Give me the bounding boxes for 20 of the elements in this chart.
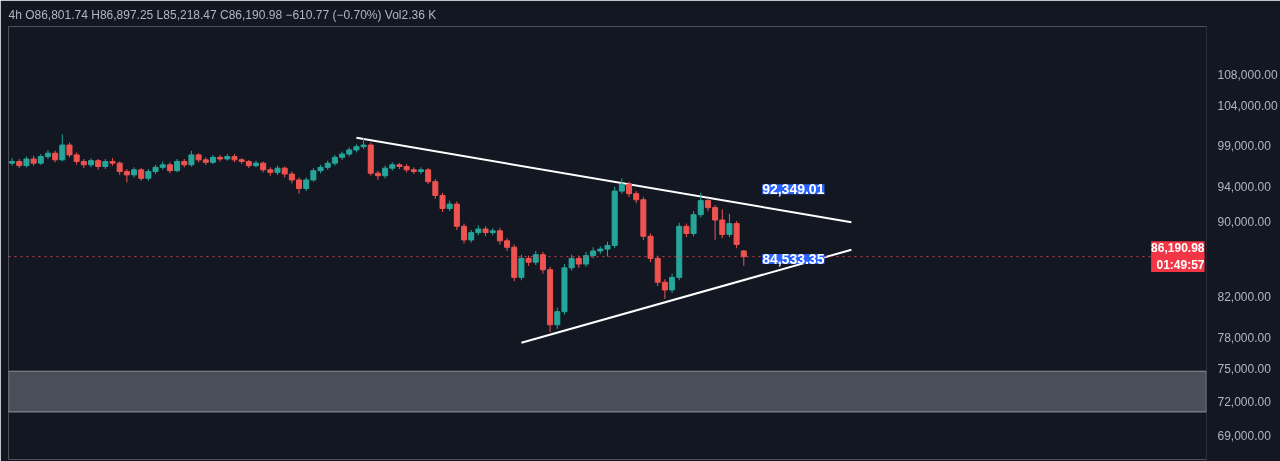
- annotation: 84,533.35: [762, 251, 825, 268]
- y-tick-label: 104,000.00: [1217, 98, 1278, 113]
- candlestick: [417, 166, 424, 175]
- y-tick-label: 108,000.00: [1217, 68, 1278, 83]
- candlestick: [733, 220, 740, 249]
- y-tick-label: 82,000.00: [1217, 290, 1272, 305]
- y-tick-label: 94,000.00: [1217, 180, 1272, 195]
- y-tick-label: 72,000.00: [1217, 395, 1272, 410]
- ref-line-label: 86,190.98 01:49:57: [1151, 241, 1205, 273]
- y-tick-label: 78,000.00: [1217, 330, 1272, 345]
- chart-title: 4h O86,801.74 H86,897.25 L85,218.47 C86,190.98 −610.77 (−0.70%) Vol2.36 K: [8, 7, 437, 22]
- y-tick-label: 90,000.00: [1217, 215, 1272, 230]
- y-tick-label: 69,000.00: [1217, 429, 1272, 444]
- candlestick: [726, 213, 733, 238]
- candlestick: [518, 254, 525, 281]
- y-tick-label: 75,000.00: [1217, 362, 1272, 377]
- candlestick: [9, 157, 16, 167]
- candlestick: [59, 134, 66, 162]
- annotation: 92,349.01: [762, 181, 825, 198]
- y-tick-label: 99,000.00: [1217, 138, 1272, 153]
